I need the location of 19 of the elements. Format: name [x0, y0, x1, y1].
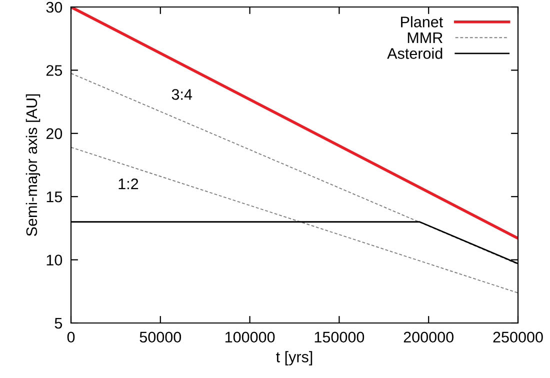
x-tick-label: 150000	[314, 332, 364, 343]
x-tick-label: 0	[67, 332, 75, 343]
y-tick-label: 15	[46, 192, 62, 202]
x-axis-title: t [yrs]	[276, 351, 312, 366]
x-tick-label: 250000	[493, 332, 543, 343]
legend-label: Asteroid	[387, 48, 442, 59]
x-tick-label: 200000	[404, 332, 454, 343]
x-tick-label: 50000	[140, 332, 182, 343]
y-tick-label: 5	[54, 318, 62, 329]
y-tick-label: 20	[46, 128, 62, 140]
y-tick-label: 10	[46, 254, 62, 266]
annotation: 3:4	[172, 89, 192, 100]
y-tick-label: 30	[46, 2, 62, 13]
y-axis-title: Semi-major axis [AU]	[26, 94, 40, 236]
annotation: 1:2	[118, 178, 138, 190]
x-tick-label: 100000	[225, 332, 275, 343]
legend-label: Planet	[401, 16, 444, 28]
legend-label: MMR	[408, 32, 442, 44]
y-tick-label: 25	[46, 65, 62, 76]
